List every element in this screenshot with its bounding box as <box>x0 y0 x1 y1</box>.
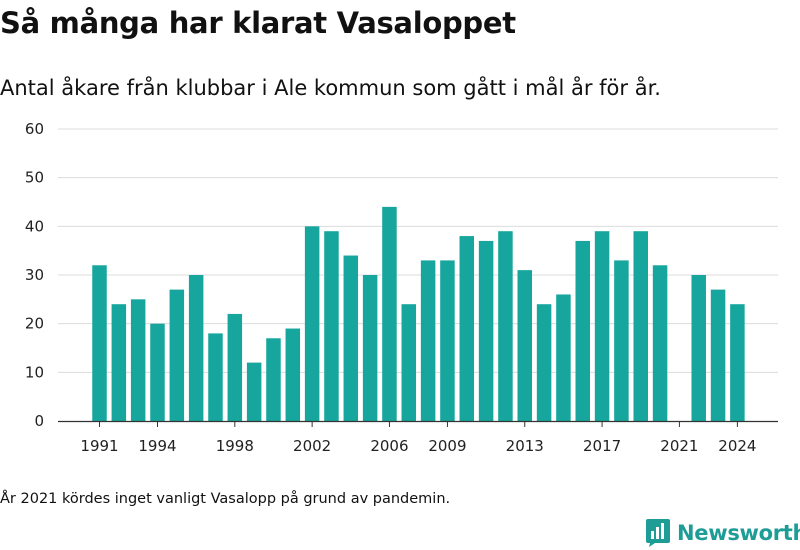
bar-2014 <box>536 304 552 421</box>
y-tick-label: 60 <box>25 120 44 138</box>
bar-2003 <box>324 231 339 421</box>
bar-2017 <box>594 231 610 421</box>
x-tick-label: 1998 <box>216 437 254 455</box>
x-tick-label: 1994 <box>138 437 176 455</box>
bar-1995 <box>169 289 185 421</box>
bar-2012 <box>498 231 513 421</box>
bar-2015 <box>556 294 571 421</box>
bar-2006 <box>382 206 397 421</box>
brand: Newsworthy <box>645 518 800 548</box>
brand-name: Newsworthy <box>677 521 800 545</box>
newsworthy-logo-icon <box>646 519 670 547</box>
footnote: År 2021 kördes inget vanligt Vasalopp på… <box>0 491 451 507</box>
bar-1999 <box>246 362 262 421</box>
bar-chart: 0 10 20 30 40 50 60 1991 1994 1998 2002 2006 2009 20… <box>25 120 778 455</box>
bar-1993 <box>130 299 146 421</box>
bar-2005 <box>362 275 378 421</box>
bar-2009 <box>440 260 455 421</box>
x-tick-label: 2009 <box>428 437 466 455</box>
bars <box>92 206 745 421</box>
bar-2001 <box>285 328 301 421</box>
bar-2022 <box>691 275 706 421</box>
x-tick-label: 1991 <box>80 437 118 455</box>
bar-1996 <box>188 275 204 421</box>
bar-2000 <box>266 338 281 421</box>
x-tick-label: 2013 <box>506 437 544 455</box>
y-tick-label: 10 <box>25 363 44 381</box>
y-tick-label: 50 <box>25 169 44 187</box>
bar-2011 <box>478 240 494 421</box>
x-axis-ticks: 1991 1994 1998 2002 2006 2009 2013 2017 2021 2024 <box>80 421 756 455</box>
bar-2023 <box>710 289 726 421</box>
y-axis-ticks: 0 10 20 30 40 50 60 <box>25 120 44 430</box>
chart-subtitle: Antal åkare från klubbar i Ale kommun so… <box>0 76 661 100</box>
y-tick-label: 0 <box>34 412 44 430</box>
bar-2020 <box>652 265 668 421</box>
y-tick-label: 20 <box>25 315 44 333</box>
x-tick-label: 2017 <box>583 437 621 455</box>
chart-title: Så många har klarat Vasaloppet <box>0 6 516 40</box>
bar-2013 <box>517 270 533 421</box>
bar-1994 <box>150 323 165 421</box>
bar-1992 <box>111 304 127 421</box>
bar-2008 <box>420 260 436 421</box>
bar-2007 <box>401 304 417 421</box>
bar-1997 <box>208 333 223 421</box>
bar-2002 <box>304 226 320 421</box>
grid-lines <box>58 128 778 373</box>
x-tick-label: 2006 <box>370 437 408 455</box>
bar-2018 <box>614 260 629 421</box>
bar-2004 <box>343 255 359 421</box>
x-tick-label: 2002 <box>293 437 331 455</box>
bar-1991 <box>92 265 107 421</box>
bar-2016 <box>575 240 590 421</box>
bar-2010 <box>459 236 475 421</box>
y-tick-label: 40 <box>25 217 44 235</box>
x-tick-label: 2024 <box>718 437 756 455</box>
bar-1998 <box>227 313 243 421</box>
x-tick-label: 2021 <box>660 437 698 455</box>
bar-2019 <box>633 231 648 421</box>
bar-2024 <box>730 304 745 421</box>
y-tick-label: 30 <box>25 266 44 284</box>
